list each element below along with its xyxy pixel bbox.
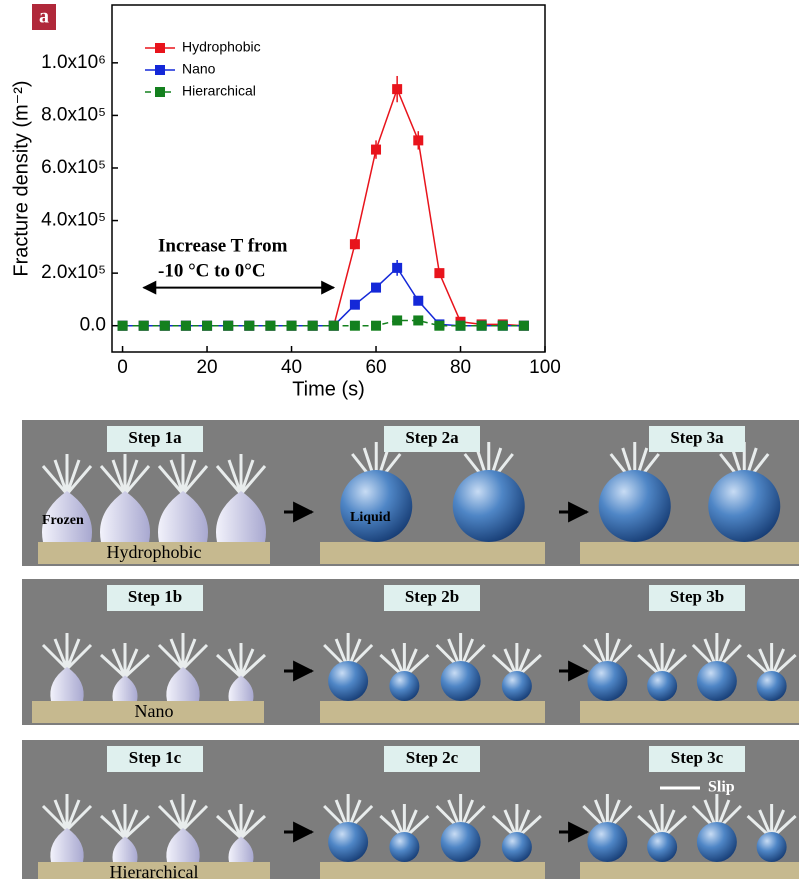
liquid-droplet xyxy=(389,671,419,701)
step-label: Step 2a xyxy=(405,428,459,447)
marker xyxy=(244,321,254,331)
y-tick-label: 8.0x10⁵ xyxy=(41,104,106,125)
substrate xyxy=(320,701,545,723)
liquid-droplet xyxy=(441,661,481,701)
liquid-droplet xyxy=(340,470,412,542)
x-tick-label: 0 xyxy=(117,357,128,378)
legend-label: Hydrophobic xyxy=(182,39,261,55)
annotation: Increase T from xyxy=(158,235,288,256)
marker xyxy=(202,321,212,331)
legend-label: Nano xyxy=(182,61,216,77)
marker xyxy=(350,239,360,249)
marker xyxy=(287,321,297,331)
marker xyxy=(308,321,318,331)
substrate-label: Hydrophobic xyxy=(107,542,202,562)
step-label: Step 3c xyxy=(671,748,724,767)
marker xyxy=(181,321,191,331)
x-axis-label: Time (s) xyxy=(292,378,365,400)
legend-marker xyxy=(155,65,165,75)
marker xyxy=(413,296,423,306)
liquid-droplet xyxy=(697,661,737,701)
step-label: Step 3b xyxy=(670,587,724,606)
x-tick-label: 60 xyxy=(365,357,386,378)
step-label: Step 1c xyxy=(129,748,182,767)
marker xyxy=(371,145,381,155)
marker xyxy=(392,84,402,94)
y-tick-label: 1.0x10⁶ xyxy=(41,52,106,73)
liquid-droplet xyxy=(328,661,368,701)
liquid-droplet xyxy=(647,671,677,701)
note: Slip xyxy=(708,779,735,796)
liquid-droplet xyxy=(502,671,532,701)
marker xyxy=(223,321,233,331)
marker xyxy=(160,321,170,331)
substrate xyxy=(320,862,545,879)
marker xyxy=(519,321,529,331)
marker xyxy=(350,321,360,331)
x-tick-label: 40 xyxy=(281,357,302,378)
y-tick-label: 0.0 xyxy=(80,315,106,336)
legend-label: Hierarchical xyxy=(182,83,256,99)
marker xyxy=(413,315,423,325)
marker xyxy=(413,135,423,145)
substrate xyxy=(320,542,545,564)
step-label: Step 3a xyxy=(670,428,724,447)
marker xyxy=(456,321,466,331)
substrate xyxy=(580,542,799,564)
marker xyxy=(392,315,402,325)
step-label: Step 1b xyxy=(128,587,182,606)
liquid-droplet xyxy=(697,822,737,862)
marker xyxy=(477,321,487,331)
legend-marker xyxy=(155,43,165,53)
liquid-droplet xyxy=(757,671,787,701)
step-label: Step 2c xyxy=(406,748,459,767)
step-label: Step 1a xyxy=(128,428,182,447)
y-tick-label: 2.0x10⁵ xyxy=(41,262,106,283)
liquid-droplet xyxy=(328,822,368,862)
legend-marker xyxy=(155,87,165,97)
liquid-droplet xyxy=(757,832,787,862)
liquid-droplet xyxy=(453,470,525,542)
marker xyxy=(498,321,508,331)
marker xyxy=(434,321,444,331)
substrate-label: Nano xyxy=(135,701,174,721)
x-tick-label: 20 xyxy=(196,357,217,378)
series-line xyxy=(123,89,524,326)
liquid-droplet xyxy=(587,822,627,862)
note: Liquid xyxy=(350,510,391,525)
substrate xyxy=(580,701,799,723)
y-tick-label: 4.0x10⁵ xyxy=(41,210,106,231)
marker xyxy=(265,321,275,331)
marker xyxy=(329,321,339,331)
plot-frame xyxy=(112,5,545,352)
y-axis-label: Fracture density (m⁻²) xyxy=(10,80,32,276)
liquid-droplet xyxy=(708,470,780,542)
step-label: Step 2b xyxy=(405,587,459,606)
marker xyxy=(350,300,360,310)
x-tick-label: 100 xyxy=(529,357,561,378)
liquid-droplet xyxy=(587,661,627,701)
x-tick-label: 80 xyxy=(450,357,471,378)
liquid-droplet xyxy=(441,822,481,862)
liquid-droplet xyxy=(502,832,532,862)
panel-label: a xyxy=(39,6,49,28)
annotation: -10 °C to 0°C xyxy=(158,260,266,281)
liquid-droplet xyxy=(599,470,671,542)
marker xyxy=(392,263,402,273)
marker xyxy=(434,268,444,278)
y-tick-label: 6.0x10⁵ xyxy=(41,157,106,178)
substrate-label: Hierarchical xyxy=(110,862,199,879)
note: Frozen xyxy=(42,513,84,528)
page: a 0 20 40 60 80 100 0.0 2.0x10⁵ 4.0x10⁵ 6.0x10⁵ 8.0… xyxy=(0,0,799,879)
figure: a 0 20 40 60 80 100 0.0 2.0x10⁵ 4.0x10⁵ 6.0x10⁵ 8.0… xyxy=(0,0,799,879)
marker xyxy=(118,321,128,331)
marker xyxy=(371,321,381,331)
liquid-droplet xyxy=(389,832,419,862)
substrate xyxy=(580,862,799,879)
liquid-droplet xyxy=(647,832,677,862)
marker xyxy=(371,283,381,293)
marker xyxy=(139,321,149,331)
